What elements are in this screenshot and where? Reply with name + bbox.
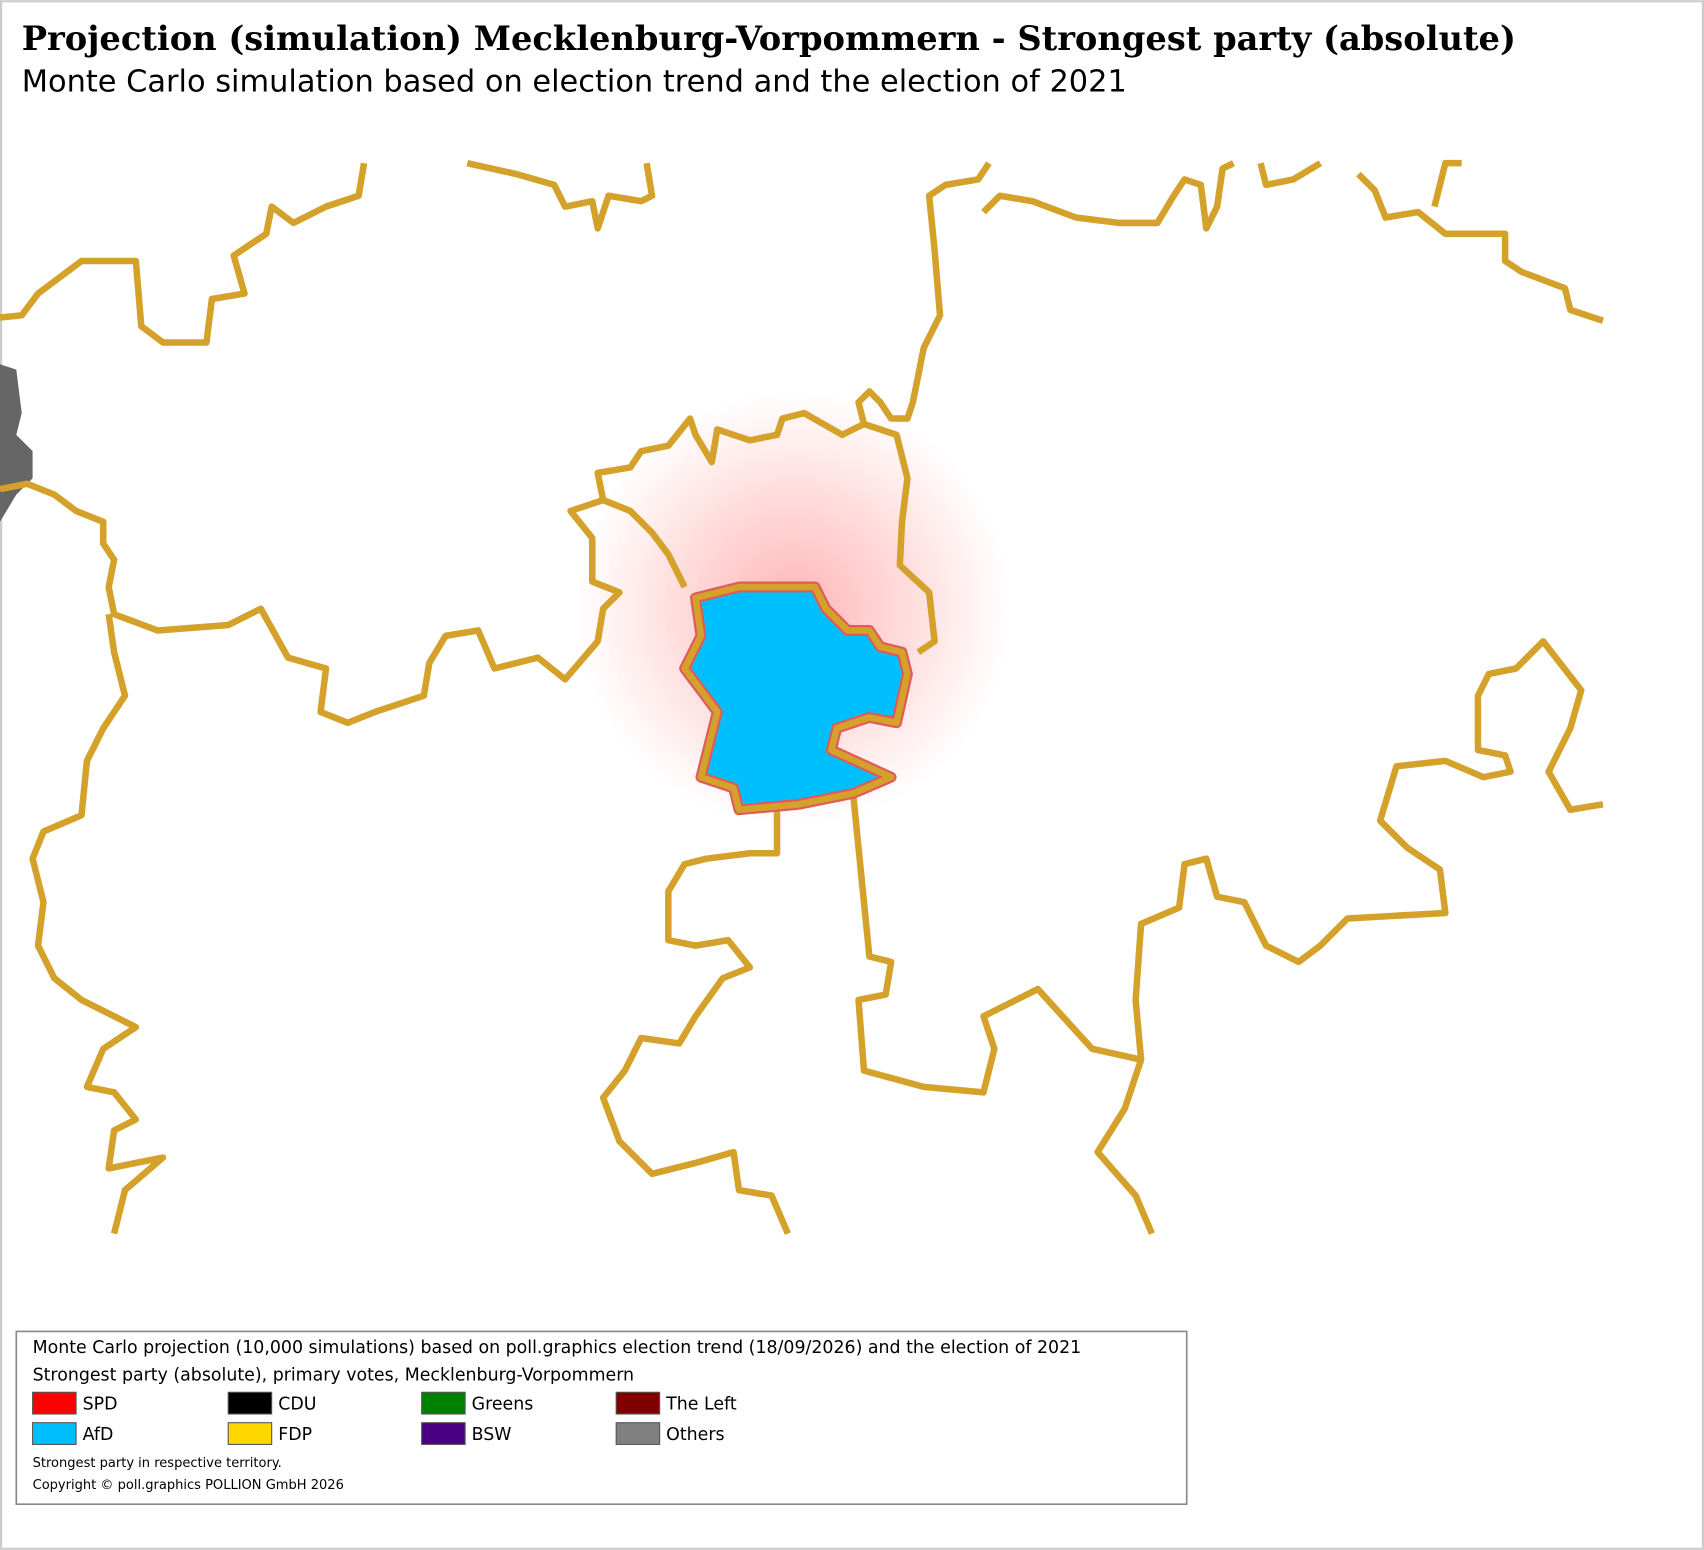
legend-subtitle: Strongest party (absolute), primary vote… (33, 1365, 634, 1385)
legend-description: Monte Carlo projection (10,000 simulatio… (33, 1338, 1082, 1358)
legend-label: Greens (472, 1395, 534, 1415)
title: Projection (simulation) Mecklenburg-Vorp… (22, 18, 1516, 58)
border (601, 420, 938, 655)
legend-label: SPD (83, 1395, 118, 1415)
legend-swatch (227, 1422, 273, 1445)
legend-swatch (227, 1391, 273, 1415)
subtitle: Monte Carlo simulation based on election… (22, 64, 1127, 99)
copyright: Copyright © poll.graphics POLLION GmbH 2… (33, 1478, 344, 1493)
legend-box (15, 1330, 1188, 1506)
legend-label: FDP (278, 1425, 312, 1445)
legend-swatch (421, 1422, 466, 1445)
legend-note: Strongest party in respective territory. (33, 1456, 282, 1471)
legend-swatch (615, 1391, 661, 1415)
border (681, 583, 911, 814)
border (1132, 638, 1604, 1061)
border (466, 159, 656, 232)
legend-label: AfD (83, 1425, 114, 1445)
legend-label: BSW (472, 1425, 512, 1445)
legend-swatch (421, 1391, 466, 1415)
border (0, 161, 992, 727)
border (29, 613, 167, 1235)
border (0, 162, 368, 346)
legend-label: The Left (665, 1395, 737, 1415)
legend-swatch (615, 1422, 661, 1445)
map (0, 159, 1604, 1235)
legend-swatch (32, 1391, 77, 1415)
legend-label: CDU (278, 1395, 316, 1415)
legend-swatch (32, 1422, 77, 1445)
border (849, 793, 1155, 1235)
border (981, 159, 1604, 324)
legend-label: Others (666, 1425, 724, 1445)
border (599, 804, 791, 1235)
legend: Monte Carlo projection (10,000 simulatio… (15, 1330, 1188, 1506)
